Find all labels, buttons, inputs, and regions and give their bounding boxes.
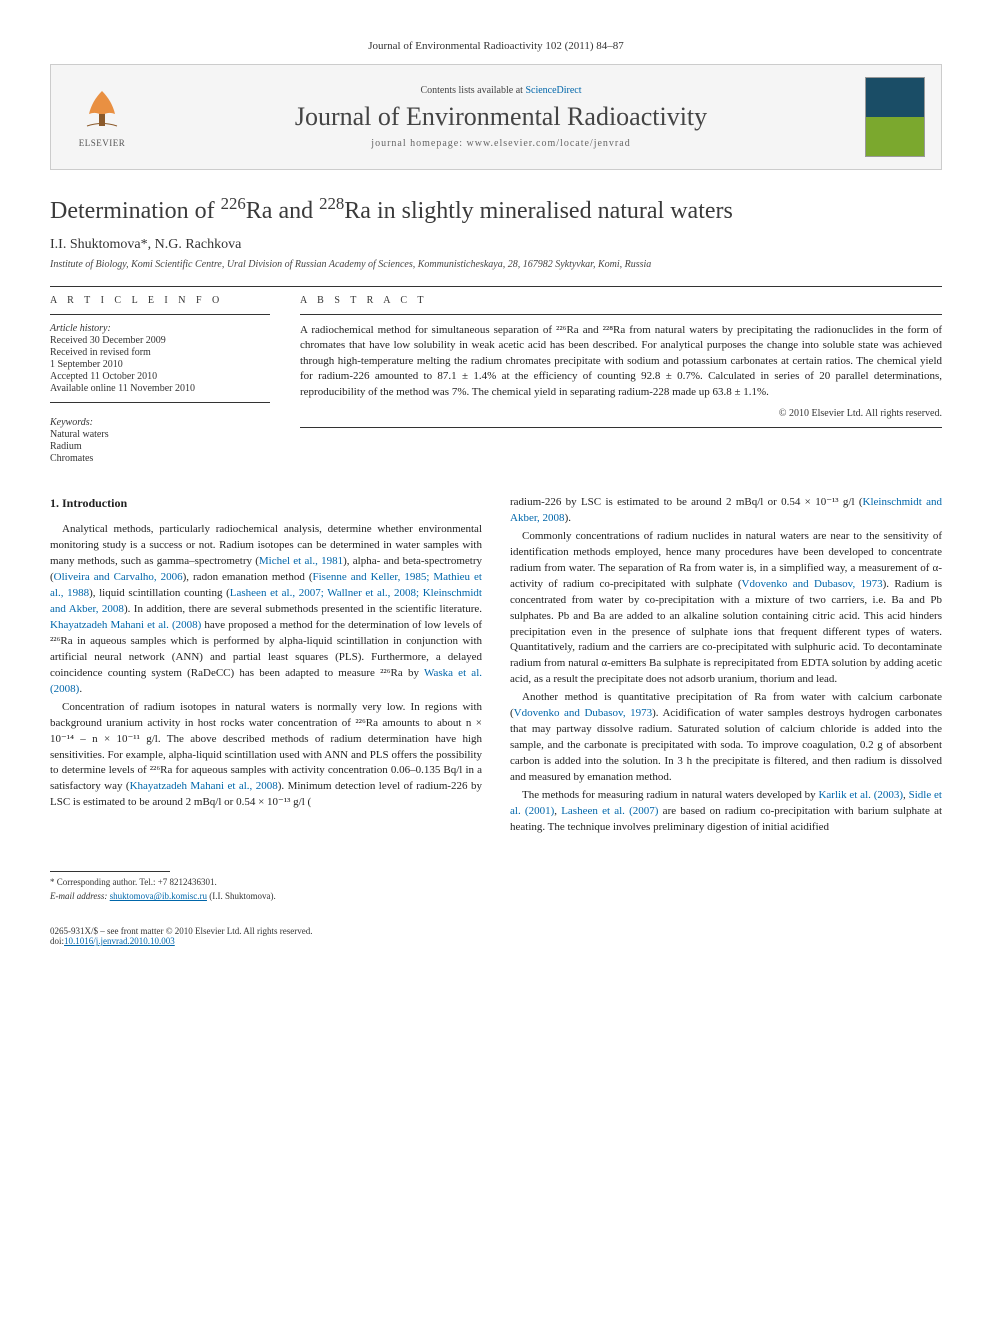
keywords-label: Keywords:	[50, 417, 270, 428]
doi-prefix: doi:	[50, 936, 64, 946]
sciencedirect-link[interactable]: ScienceDirect	[525, 85, 581, 96]
history-item: Accepted 11 October 2010	[50, 371, 270, 382]
abstract-text: A radiochemical method for simultaneous …	[300, 323, 942, 400]
title-text-2: Ra and	[246, 198, 319, 224]
abstract-rule	[300, 314, 942, 315]
publisher-name: ELSEVIER	[79, 138, 126, 148]
keyword: Radium	[50, 441, 270, 452]
homepage-url[interactable]: www.elsevier.com/locate/jenvrad	[467, 138, 631, 149]
abstract-heading: A B S T R A C T	[300, 295, 942, 306]
intro-para-1: Analytical methods, particularly radioch…	[50, 522, 482, 697]
intro-para-3: Commonly concentrations of radium nuclid…	[510, 529, 942, 688]
journal-title: Journal of Environmental Radioactivity	[137, 102, 865, 132]
text-run: ), liquid scintillation counting (	[89, 587, 230, 599]
doi-link[interactable]: 10.1016/j.jenvrad.2010.10.003	[64, 936, 175, 946]
abstract-column: A B S T R A C T A radiochemical method f…	[300, 295, 942, 465]
contents-prefix: Contents lists available at	[420, 85, 525, 96]
corresponding-author: * Corresponding author. Tel.: +7 8212436…	[50, 876, 482, 889]
citation-link[interactable]: Khayatzadeh Mahani et al. (2008)	[50, 619, 201, 631]
journal-header: ELSEVIER Contents lists available at Sci…	[50, 64, 942, 170]
history-item: Received in revised form	[50, 347, 270, 358]
abstract-bottom-rule	[300, 427, 942, 428]
citation-link[interactable]: Vdovenko and Dubasov, 1973	[742, 578, 883, 590]
body-columns: 1. Introduction Analytical methods, part…	[50, 495, 942, 904]
text-run: ).	[565, 512, 571, 524]
citation-link[interactable]: Lasheen et al. (2007)	[561, 805, 658, 817]
citation-link[interactable]: Khayatzadeh Mahani et al., 2008	[130, 780, 278, 792]
top-rule	[50, 286, 942, 287]
bottom-metadata: 0265-931X/$ – see front matter © 2010 El…	[50, 926, 942, 946]
corr-tel: +7 8212436301.	[158, 877, 217, 887]
citation-link[interactable]: Michel et al., 1981	[259, 555, 343, 567]
text-run: .	[79, 683, 82, 695]
text-run: The methods for measuring radium in natu…	[522, 789, 818, 801]
affiliation: Institute of Biology, Komi Scientific Ce…	[50, 259, 942, 270]
footnote-separator	[50, 871, 170, 872]
email-line: E-mail address: shuktomova@ib.komisc.ru …	[50, 890, 482, 903]
article-info-column: A R T I C L E I N F O Article history: R…	[50, 295, 270, 465]
keyword: Chromates	[50, 453, 270, 464]
email-suffix: (I.I. Shuktomova).	[207, 891, 276, 901]
history-label: Article history:	[50, 323, 270, 334]
elsevier-tree-icon	[77, 86, 127, 136]
intro-para-5: The methods for measuring radium in natu…	[510, 788, 942, 836]
title-text-1: Determination of	[50, 198, 221, 224]
text-run: radium-226 by LSC is estimated to be aro…	[510, 496, 863, 508]
citation-link[interactable]: Karlik et al. (2003)	[818, 789, 903, 801]
abstract-copyright: © 2010 Elsevier Ltd. All rights reserved…	[300, 408, 942, 419]
history-item: 1 September 2010	[50, 359, 270, 370]
citation-link[interactable]: Vdovenko and Dubasov, 1973	[514, 707, 652, 719]
text-run: Concentration of radium isotopes in natu…	[50, 701, 482, 793]
article-title: Determination of 226Ra and 228Ra in slig…	[50, 194, 942, 225]
citation-link[interactable]: Oliveira and Carvalho, 2006	[54, 571, 183, 583]
info-rule-2	[50, 402, 270, 403]
authors: I.I. Shuktomova*, N.G. Rachkova	[50, 237, 942, 253]
keyword: Natural waters	[50, 429, 270, 440]
title-sup-1: 226	[221, 194, 246, 213]
title-sup-2: 228	[319, 194, 344, 213]
text-run: ). Radium is concentrated from water by …	[510, 578, 942, 686]
citation-bar: Journal of Environmental Radioactivity 1…	[50, 40, 942, 52]
section-1-heading: 1. Introduction	[50, 495, 482, 512]
homepage-prefix: journal homepage:	[371, 138, 466, 149]
history-item: Received 30 December 2009	[50, 335, 270, 346]
corr-label: * Corresponding author. Tel.:	[50, 877, 158, 887]
journal-homepage: journal homepage: www.elsevier.com/locat…	[137, 138, 865, 149]
intro-para-2a: Concentration of radium isotopes in natu…	[50, 700, 482, 812]
article-history: Article history: Received 30 December 20…	[50, 323, 270, 394]
text-run: ). In addition, there are several submet…	[124, 603, 482, 615]
email-link[interactable]: shuktomova@ib.komisc.ru	[110, 891, 207, 901]
article-info-heading: A R T I C L E I N F O	[50, 295, 270, 306]
intro-para-2b: radium-226 by LSC is estimated to be aro…	[510, 495, 942, 527]
text-run: ), radon emanation method (	[183, 571, 313, 583]
info-rule-1	[50, 314, 270, 315]
publisher-logo[interactable]: ELSEVIER	[67, 86, 137, 148]
title-text-3: Ra in slightly mineralised natural water…	[344, 198, 733, 224]
email-label: E-mail address:	[50, 891, 110, 901]
doi-line: doi:10.1016/j.jenvrad.2010.10.003	[50, 936, 942, 946]
journal-cover-thumbnail[interactable]	[865, 77, 925, 157]
keywords-block: Keywords: Natural waters Radium Chromate…	[50, 417, 270, 464]
issn-line: 0265-931X/$ – see front matter © 2010 El…	[50, 926, 942, 936]
contents-available: Contents lists available at ScienceDirec…	[137, 85, 865, 96]
history-item: Available online 11 November 2010	[50, 383, 270, 394]
footnotes: * Corresponding author. Tel.: +7 8212436…	[50, 876, 482, 903]
intro-para-4: Another method is quantitative precipita…	[510, 690, 942, 786]
